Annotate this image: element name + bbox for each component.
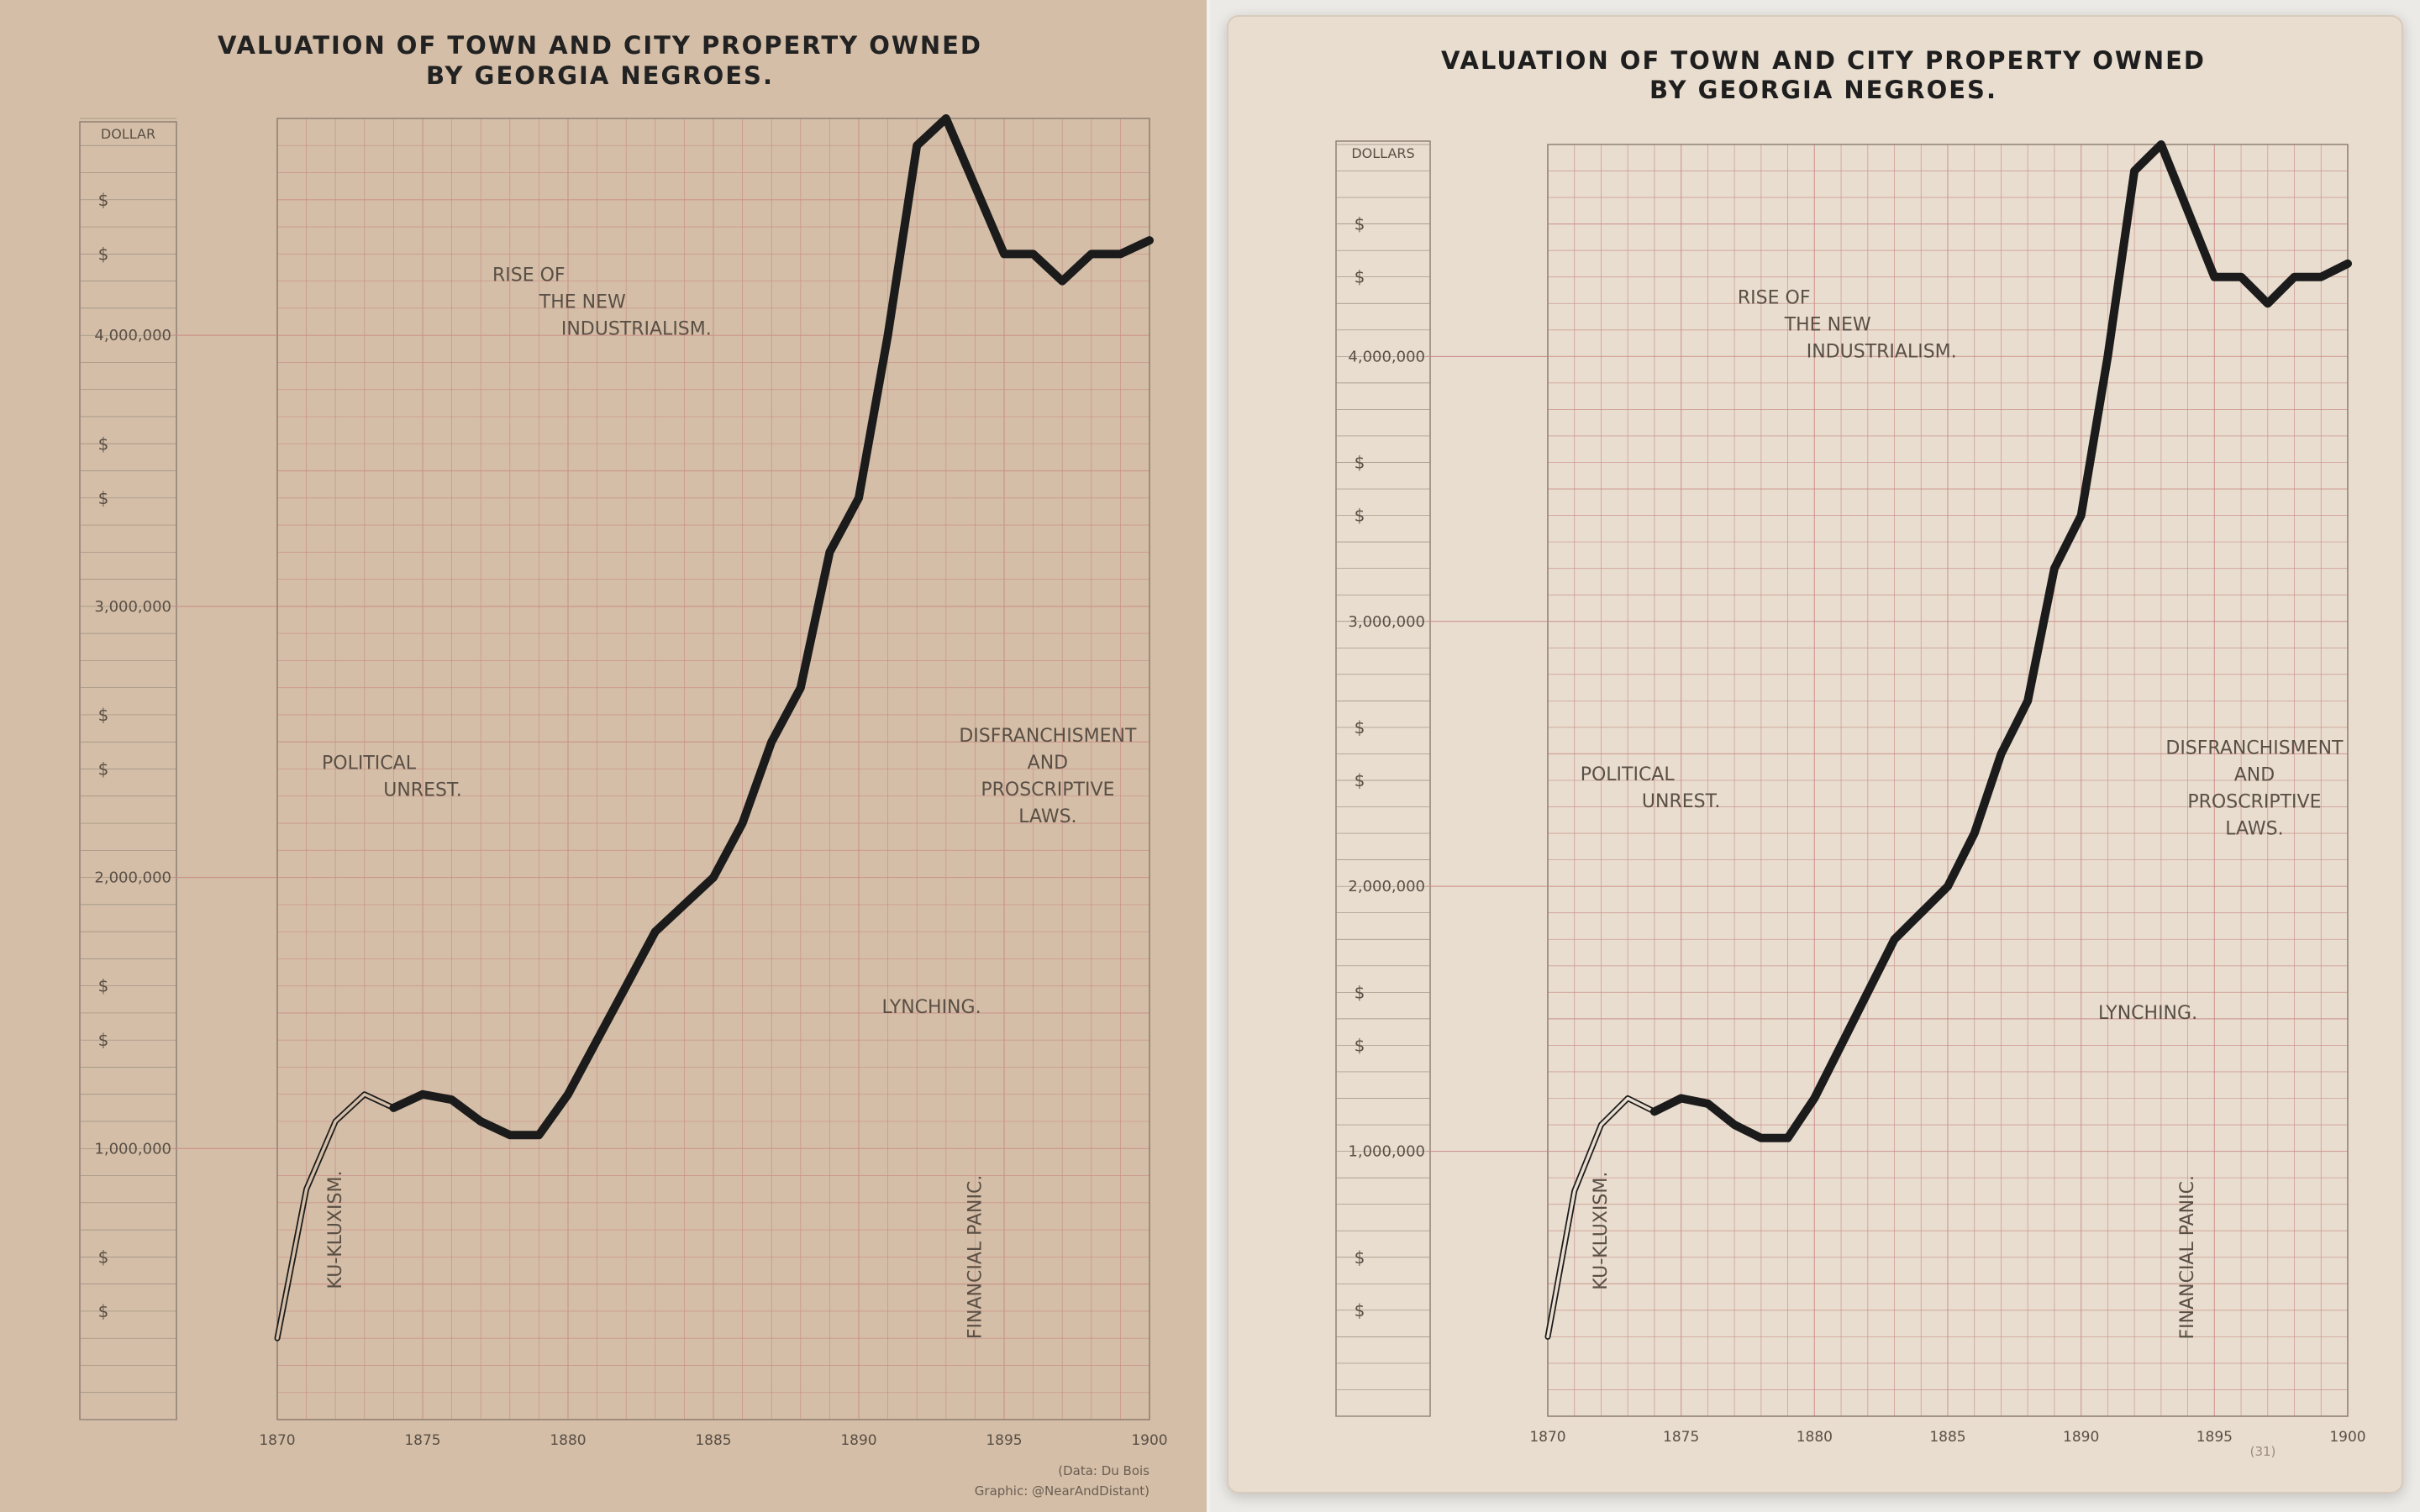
left-series-line <box>389 114 1154 1140</box>
left-chart-panel: VALUATION OF TOWN AND CITY PROPERTY OWNE… <box>0 0 1210 1512</box>
left-annotation-line: RISE OF <box>492 265 566 286</box>
right-chart-svg: VALUATION OF TOWN AND CITY PROPERTY OWNE… <box>1335 46 2366 1459</box>
right-annotation-line: INDUSTRIALISM. <box>1807 341 1957 362</box>
right-chart-title-line2: BY GEORGIA NEGROES. <box>1649 76 1997 104</box>
right-xtick-label: 1895 <box>2196 1429 2233 1446</box>
left-annotation: DISFRANCHISMENT AND PROSCRIPTIVE LAWS. <box>959 726 1137 827</box>
right-dollar-mark: $ <box>1355 453 1365 473</box>
left-dollar-mark: $ <box>98 976 109 996</box>
left-annotation: POLITICAL UNREST. <box>322 753 462 801</box>
left-dollar-mark: $ <box>98 1301 109 1321</box>
left-dollar-mark: $ <box>98 488 109 508</box>
right-series-estimated-inner <box>1546 1096 1656 1339</box>
right-annotation: KU-KLUXISM. <box>1591 1172 1612 1290</box>
right-annotation-line: RISE OF <box>1738 287 1811 308</box>
left-annotation: KU-KLUXISM. <box>325 1171 346 1289</box>
left-annotation-line: POLITICAL <box>322 753 417 774</box>
right-dollar-mark: $ <box>1355 1247 1365 1268</box>
left-annotation-line: PROSCRIPTIVE <box>981 780 1114 801</box>
left-xtick-label: 1870 <box>259 1432 295 1449</box>
left-annotation-line: AND <box>1028 753 1068 774</box>
right-annotation-line: LYNCHING. <box>2098 1003 2197 1024</box>
right-annotation-line: THE NEW <box>1784 314 1871 335</box>
right-scale-column <box>1335 140 1431 1417</box>
right-annotation: FINANCIAL PANIC. <box>2177 1175 2198 1339</box>
right-chart-panel: VALUATION OF TOWN AND CITY PROPERTY OWNE… <box>1210 0 2420 1512</box>
left-dollar-mark: $ <box>98 1247 109 1267</box>
left-dollar-mark: $ <box>98 190 109 210</box>
right-dollar-mark: $ <box>1355 506 1365 526</box>
right-annotation: LYNCHING. <box>2098 1003 2197 1024</box>
right-dollar-mark: $ <box>1355 214 1365 234</box>
right-dollar-mark: $ <box>1355 982 1365 1002</box>
left-ytick-label: 4,000,000 <box>94 327 171 344</box>
left-chart-title-line1: VALUATION OF TOWN AND CITY PROPERTY OWNE… <box>218 31 982 60</box>
right-annotation-line: AND <box>2234 764 2275 785</box>
left-ytick-label: 3,000,000 <box>94 598 171 616</box>
right-xtick-label: 1890 <box>2063 1429 2099 1446</box>
left-dollar-mark: $ <box>98 433 109 454</box>
right-annotation: DISFRANCHISMENT AND PROSCRIPTIVE LAWS. <box>2165 738 2344 839</box>
right-annotation-line: POLITICAL <box>1581 764 1676 785</box>
left-ytick-label: 1,000,000 <box>94 1140 171 1158</box>
left-ytick-label: 2,000,000 <box>94 869 171 887</box>
right-annotation-line: LAWS. <box>2225 818 2283 839</box>
left-xtick-label: 1885 <box>695 1432 731 1449</box>
plate-number: (31) <box>2250 1444 2276 1459</box>
left-annotation-line: LYNCHING. <box>881 997 981 1018</box>
left-scale-column <box>79 121 177 1420</box>
left-chart-svg: VALUATION OF TOWN AND CITY PROPERTY OWNE… <box>79 31 1168 1499</box>
right-chart-title-line1: VALUATION OF TOWN AND CITY PROPERTY OWNE… <box>1441 46 2206 75</box>
left-xtick-label: 1900 <box>1131 1432 1167 1449</box>
left-annotation: LYNCHING. <box>881 997 981 1018</box>
left-xtick-label: 1880 <box>550 1432 586 1449</box>
right-dollar-mark: $ <box>1355 770 1365 790</box>
right-plot-frame <box>1547 144 2349 1417</box>
right-annotation: RISE OF THE NEW INDUSTRIALISM. <box>1738 287 1957 362</box>
left-annotation-line: UNREST. <box>383 780 462 801</box>
left-plot-frame <box>276 118 1150 1420</box>
left-annotation-line: INDUSTRIALISM. <box>561 319 712 340</box>
left-annotation: RISE OF THE NEW INDUSTRIALISM. <box>492 265 712 340</box>
left-series-estimated-inner <box>276 1093 396 1340</box>
credit-data-line: (Data: Du Bois <box>1058 1463 1150 1478</box>
left-dollar-mark: $ <box>98 1030 109 1050</box>
right-dollar-mark: $ <box>1355 1035 1365 1055</box>
right-dollar-mark: $ <box>1355 267 1365 287</box>
right-dollar-mark: $ <box>1355 717 1365 738</box>
left-annotation-line: LAWS. <box>1018 806 1076 827</box>
left-xtick-label: 1890 <box>840 1432 876 1449</box>
left-annotation-line: DISFRANCHISMENT <box>959 726 1137 747</box>
right-dollar-mark: $ <box>1355 1300 1365 1320</box>
left-unit-label: DOLLAR <box>101 126 155 142</box>
right-annotation-line: PROSCRIPTIVE <box>2187 791 2321 812</box>
right-xtick-label: 1870 <box>1529 1429 1565 1446</box>
left-xtick-label: 1875 <box>404 1432 440 1449</box>
left-dollar-mark: $ <box>98 759 109 780</box>
right-annotation-line: DISFRANCHISMENT <box>2165 738 2344 759</box>
right-xtick-label: 1875 <box>1663 1429 1699 1446</box>
left-xtick-label: 1895 <box>986 1432 1022 1449</box>
left-chart-title-line2: BY GEORGIA NEGROES. <box>426 61 774 90</box>
right-series-line <box>1649 140 2352 1142</box>
right-unit-label: DOLLARS <box>1351 145 1414 161</box>
left-dollar-mark: $ <box>98 705 109 725</box>
right-xtick-label: 1885 <box>1929 1429 1965 1446</box>
left-grid <box>276 118 1150 1420</box>
right-xtick-label: 1900 <box>2329 1429 2365 1446</box>
left-dollar-mark: $ <box>98 244 109 264</box>
left-annotation-line: THE NEW <box>539 292 626 313</box>
right-ytick-label: 3,000,000 <box>1348 613 1425 631</box>
right-xtick-label: 1880 <box>1797 1429 1833 1446</box>
right-ytick-label: 1,000,000 <box>1348 1143 1425 1161</box>
right-ytick-label: 2,000,000 <box>1348 878 1425 895</box>
credit-graphic-line: Graphic: @NearAndDistant) <box>975 1483 1150 1499</box>
right-annotation-line: UNREST. <box>1642 791 1721 812</box>
right-annotation: POLITICAL UNREST. <box>1581 764 1721 812</box>
left-annotation: FINANCIAL PANIC. <box>965 1175 986 1339</box>
right-ytick-label: 4,000,000 <box>1348 348 1425 365</box>
